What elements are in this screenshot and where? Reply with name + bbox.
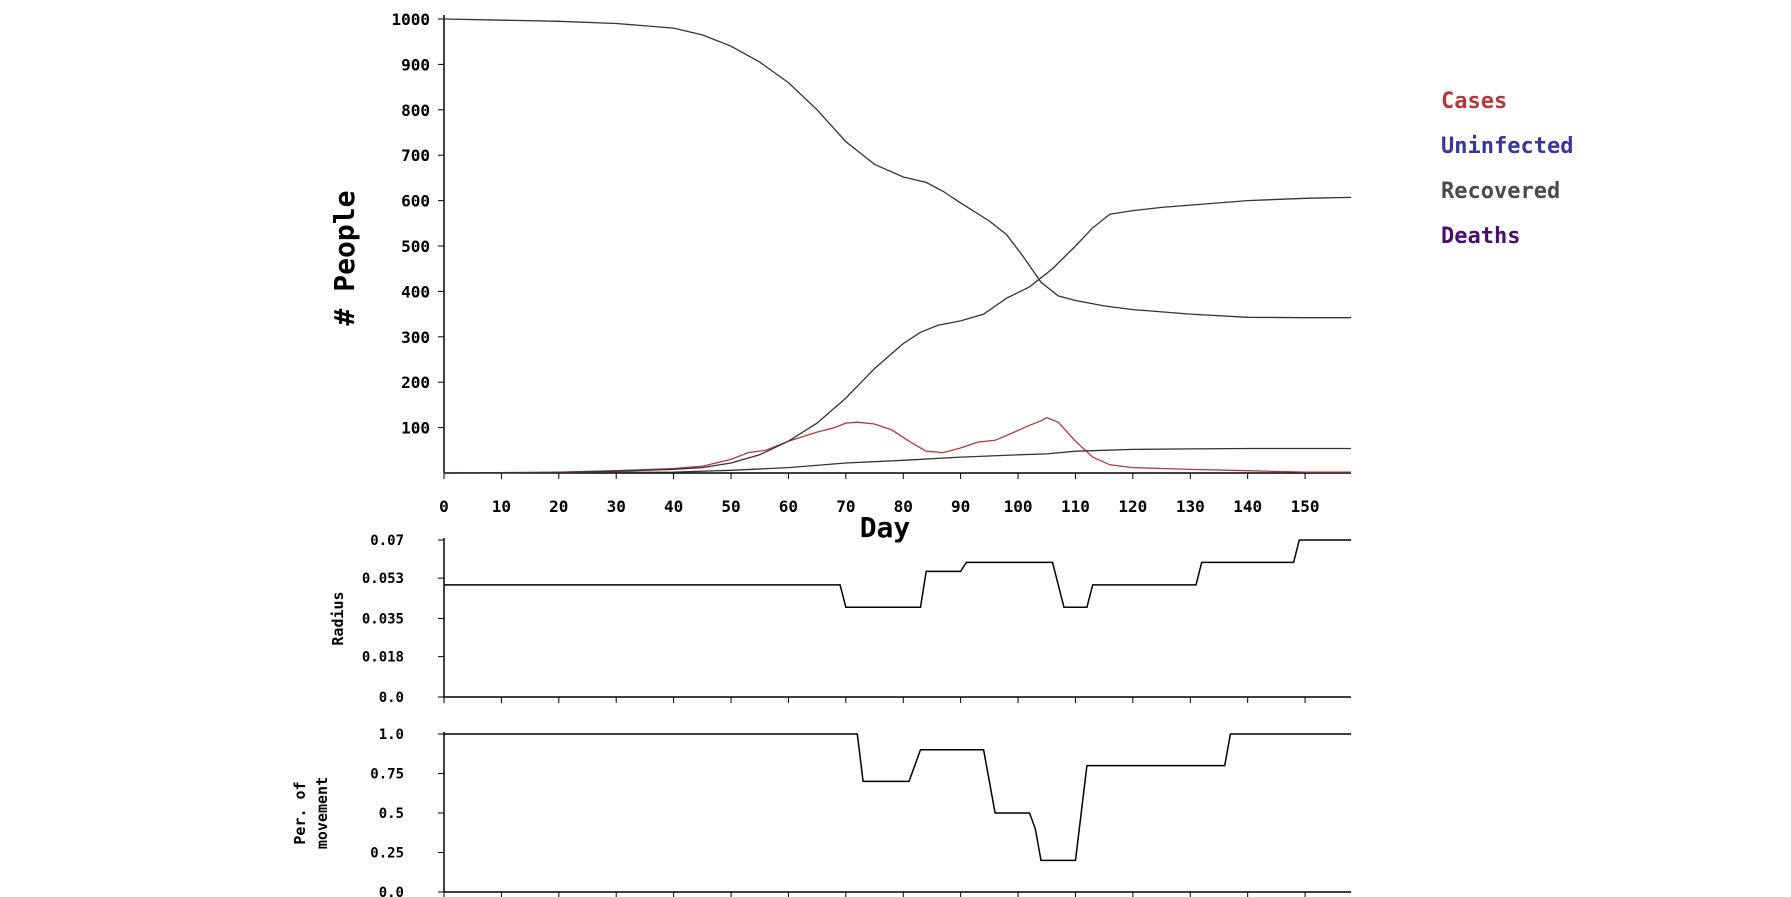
series-line-recovered bbox=[443, 196, 1352, 474]
main-y-tick-label: 100 bbox=[401, 419, 430, 438]
main-x-tick-label: 0 bbox=[439, 497, 449, 516]
main-x-tick-label: 30 bbox=[607, 497, 626, 516]
radius-y-tick-label: 0.07 bbox=[370, 533, 404, 549]
main-x-tick-label: 80 bbox=[894, 497, 913, 516]
legend-item-cases: Cases bbox=[1441, 89, 1507, 114]
main-x-tick-label: 60 bbox=[779, 497, 798, 516]
main-y-tick-label: 300 bbox=[401, 328, 430, 347]
legend-item-uninfected: Uninfected bbox=[1441, 134, 1573, 159]
radius-y-tick-label: 0.035 bbox=[362, 612, 404, 628]
main-x-tick-label: 100 bbox=[1004, 497, 1033, 516]
main-x-tick-label: 140 bbox=[1233, 497, 1262, 516]
radius-chart: 0.0 0.018 0.035 0.053 0.07 Radius bbox=[329, 533, 1351, 706]
movement-chart: 0.0 0.25 0.5 0.75 1.0 Per. of movement bbox=[291, 727, 1351, 897]
movement-y-axis-title: movement bbox=[313, 777, 331, 849]
main-y-tick-label: 500 bbox=[401, 237, 430, 256]
main-y-axis-title: # People bbox=[328, 191, 361, 326]
series-line-cases bbox=[443, 416, 1351, 474]
main-x-axis-title: Day bbox=[860, 511, 911, 544]
legend-item-deaths: Deaths bbox=[1441, 224, 1520, 249]
main-x-tick-label: 120 bbox=[1118, 497, 1147, 516]
main-x-tick-label: 20 bbox=[549, 497, 568, 516]
movement-y-tick-label: 0.25 bbox=[370, 846, 404, 862]
main-y-tick-label: 900 bbox=[401, 55, 430, 74]
main-x-tick-label: 50 bbox=[721, 497, 740, 516]
series-line-deaths bbox=[443, 447, 1351, 474]
radius-y-tick-label: 0.0 bbox=[379, 690, 404, 706]
main-x-tick-label: 150 bbox=[1291, 497, 1320, 516]
main-y-tick-label: 600 bbox=[401, 192, 430, 211]
main-x-tick-label: 130 bbox=[1176, 497, 1205, 516]
movement-y-tick-label: 0.5 bbox=[379, 806, 404, 822]
movement-series-line bbox=[444, 733, 1351, 862]
series-line-uninfected bbox=[443, 18, 1351, 319]
movement-y-tick-label: 0.0 bbox=[379, 885, 404, 897]
radius-y-axis-title: Radius bbox=[329, 591, 347, 645]
main-y-tick-label: 800 bbox=[401, 101, 430, 120]
legend-item-recovered: Recovered bbox=[1441, 179, 1560, 204]
radius-y-tick-label: 0.018 bbox=[362, 650, 404, 666]
movement-y-axis-title: Per. of bbox=[291, 781, 309, 844]
radius-y-tick-label: 0.053 bbox=[362, 571, 404, 587]
main-x-tick-label: 70 bbox=[836, 497, 855, 516]
main-y-tick-label: 700 bbox=[401, 146, 430, 165]
main-x-tick-label: 10 bbox=[492, 497, 511, 516]
main-x-tick-label: 40 bbox=[664, 497, 683, 516]
legend: Cases Uninfected Recovered Deaths bbox=[1441, 89, 1573, 249]
main-y-tick-label: 200 bbox=[401, 373, 430, 392]
main-chart: 100 200 300 400 500 600 700 800 900 1000 0 10 20 30 40… bbox=[328, 10, 1352, 544]
main-x-tick-label: 90 bbox=[951, 497, 970, 516]
main-y-tick-label: 1000 bbox=[391, 10, 430, 29]
movement-y-tick-label: 1.0 bbox=[379, 727, 404, 743]
main-y-tick-label: 400 bbox=[401, 282, 430, 301]
movement-y-tick-label: 0.75 bbox=[370, 767, 404, 783]
main-x-tick-label: 110 bbox=[1061, 497, 1090, 516]
radius-series-line bbox=[444, 539, 1351, 609]
